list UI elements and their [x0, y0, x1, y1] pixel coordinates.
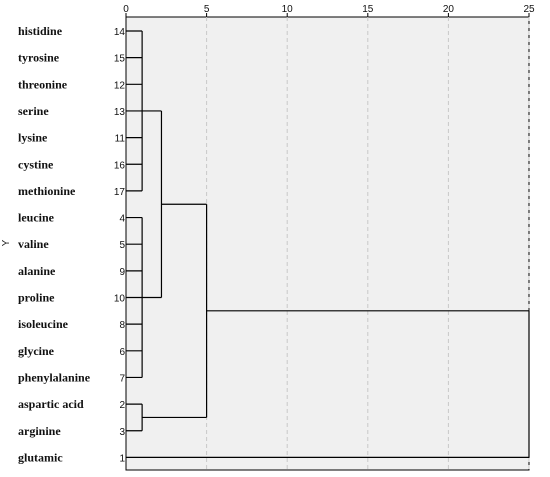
case-number: 12 — [114, 80, 126, 91]
x-tick-label: 10 — [282, 4, 294, 15]
leaf-label: histidine — [18, 24, 63, 38]
dendrogram-links — [126, 30, 530, 458]
case-number: 6 — [119, 347, 125, 358]
case-number: 4 — [119, 214, 125, 225]
case-number: 5 — [119, 240, 125, 251]
case-number: 8 — [119, 320, 125, 331]
case-number: 15 — [114, 54, 126, 65]
leaf-label: valine — [18, 237, 49, 251]
x-axis-ticks: 0 5 10 15 20 25 — [123, 4, 535, 17]
leaf-label: tyrosine — [18, 51, 60, 65]
leaf-label: serine — [18, 104, 49, 118]
case-number: 3 — [119, 427, 125, 438]
plot-area — [125, 16, 530, 471]
case-number: 7 — [119, 373, 125, 384]
case-number: 10 — [114, 294, 126, 305]
x-tick-label: 20 — [443, 4, 455, 15]
case-number: 2 — [119, 400, 125, 411]
x-tick-label: 5 — [204, 4, 210, 15]
leaf-label: alanine — [18, 264, 56, 278]
leaf-label: threonine — [18, 77, 68, 91]
case-number: 13 — [114, 107, 126, 118]
leaf-label: cystine — [18, 157, 54, 171]
y-axis-label: Y — [1, 239, 12, 246]
case-number: 16 — [114, 160, 126, 171]
x-tick-label: 0 — [123, 4, 129, 15]
case-number: 1 — [119, 453, 125, 464]
leaf-label: aspartic acid — [18, 397, 84, 411]
leaf-label: lysine — [18, 131, 48, 145]
leaf-label: leucine — [18, 211, 55, 225]
leaf-label: isoleucine — [18, 317, 69, 331]
x-tick-label: 25 — [523, 4, 535, 15]
x-tick-label: 15 — [362, 4, 374, 15]
case-number: 17 — [114, 187, 126, 198]
leaf-label: phenylalanine — [18, 370, 91, 384]
leaf-label: arginine — [18, 424, 61, 438]
case-number: 14 — [114, 27, 126, 38]
leaf-label: glutamic — [18, 450, 63, 464]
case-number: 11 — [115, 134, 126, 145]
leaf-label: methionine — [18, 184, 76, 198]
leaf-label: glycine — [18, 344, 55, 358]
case-number: 9 — [119, 267, 125, 278]
leaf-label: proline — [18, 291, 55, 305]
